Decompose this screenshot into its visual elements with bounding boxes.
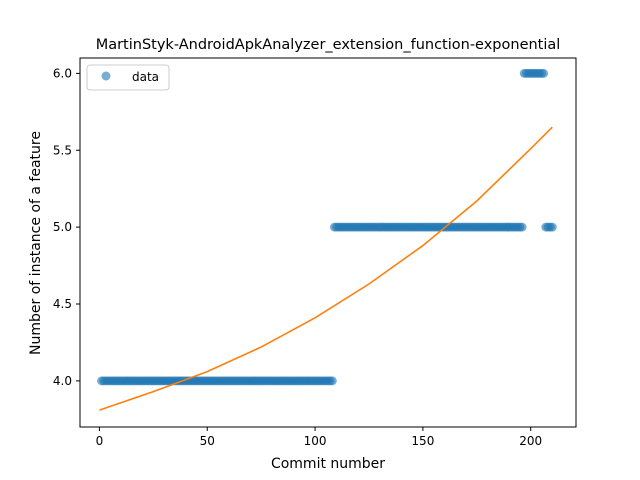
x-tick-label: 0 — [96, 434, 104, 448]
x-tick-label: 150 — [411, 434, 434, 448]
data-point — [327, 376, 337, 386]
legend-box — [86, 64, 170, 91]
y-tick-label: 4.5 — [53, 297, 72, 311]
y-tick-label: 5.0 — [53, 220, 72, 234]
x-axis-label: Commit number — [271, 456, 385, 472]
y-tick-label: 5.5 — [53, 143, 72, 157]
legend-marker-data — [101, 71, 111, 81]
fit-line — [99, 126, 553, 411]
x-tick-label: 100 — [304, 434, 327, 448]
data-point — [539, 68, 549, 78]
chart-title: MartinStyk-AndroidApkAnalyzer_extension_… — [96, 37, 561, 53]
data-point — [547, 222, 557, 232]
legend: data — [86, 64, 170, 91]
x-tick-label: 50 — [200, 434, 215, 448]
legend-label-data: data — [132, 70, 159, 84]
x-tick-label: 200 — [519, 434, 542, 448]
y-tick-label: 6.0 — [53, 66, 72, 80]
data-point — [517, 222, 527, 232]
plot-frame — [79, 57, 577, 428]
y-tick-label: 4.0 — [53, 374, 72, 388]
y-axis-label: Number of instance of a feature — [28, 131, 44, 355]
